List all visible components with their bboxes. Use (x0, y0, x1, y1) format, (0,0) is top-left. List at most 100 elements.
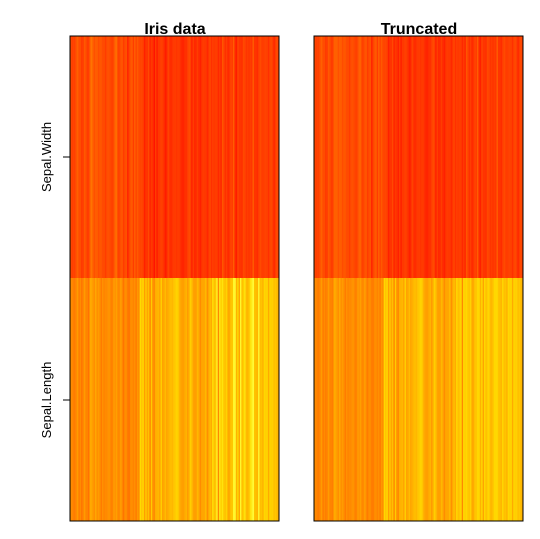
heatmap-cell (185, 36, 188, 278)
heatmap-cell (404, 278, 407, 521)
heatmap-cell (149, 36, 152, 278)
heatmap-cell (187, 278, 189, 521)
heatmap-cell (255, 278, 258, 521)
heatmap-cell (422, 36, 425, 278)
heatmap-cell (160, 36, 163, 278)
heatmap-cell (401, 278, 404, 521)
heatmap-cell (496, 278, 499, 521)
heatmap-cell (443, 36, 446, 278)
heatmap-cell (230, 36, 232, 278)
heatmap-cell (114, 36, 117, 278)
heatmap-cell (200, 36, 203, 278)
heatmap-cell (450, 36, 453, 278)
heatmap-cell (115, 278, 118, 521)
heatmap-cell (206, 36, 209, 278)
heatmap-cell (106, 278, 108, 521)
heatmap-cell (185, 278, 188, 521)
heatmap-cell (81, 278, 83, 521)
heatmap-cell (477, 278, 479, 521)
heatmap-cell (320, 36, 323, 278)
heatmap-cell (450, 278, 453, 521)
heatmap-cell (85, 278, 88, 521)
heatmap-cell (429, 36, 432, 278)
heatmap-cell (237, 36, 239, 278)
heatmap-cell (514, 36, 517, 278)
heatmap-cell (438, 36, 440, 278)
heatmap-cell (262, 278, 265, 521)
heatmap-cell (514, 278, 517, 521)
heatmap-cell (167, 278, 170, 521)
heatmap-cell (319, 36, 322, 278)
heatmap-cell (464, 36, 467, 278)
heatmap-cell (334, 278, 337, 521)
heatmap-cell (343, 278, 346, 521)
heatmap-cell (113, 36, 115, 278)
heatmap-cell (472, 278, 475, 521)
heatmap-cell (157, 278, 160, 521)
heatmap-cell (107, 36, 110, 278)
heatmap-cell (453, 278, 456, 521)
heatmap-cell (220, 36, 223, 278)
heatmap-cell (150, 278, 153, 521)
heatmap-cell (161, 36, 164, 278)
heatmap-cell (447, 36, 450, 278)
heatmap-cell (403, 278, 405, 521)
heatmap-cell (336, 278, 339, 521)
heatmap-cell (74, 36, 76, 278)
heatmap-cell (387, 36, 390, 278)
heatmap-cell (213, 36, 216, 278)
heatmap-cell (117, 278, 120, 521)
heatmap-cell (428, 36, 430, 278)
heatmap-cell (446, 278, 449, 521)
heatmap-cell (251, 278, 253, 521)
heatmap-cell (248, 278, 251, 521)
heatmap-cell (251, 36, 253, 278)
heatmap-cell (182, 278, 185, 521)
heatmap-cell (178, 36, 181, 278)
heatmap-cell (150, 36, 153, 278)
heatmap-cell (509, 36, 511, 278)
heatmap-cell (361, 36, 364, 278)
heatmap-cell (458, 278, 461, 521)
heatmap-cell (325, 278, 327, 521)
heatmap-cell (368, 278, 371, 521)
heatmap-cell (418, 36, 421, 278)
heatmap-cell (357, 36, 359, 278)
heatmap-cell (135, 36, 138, 278)
heatmap-cell (192, 36, 195, 278)
heatmap-cell (405, 36, 408, 278)
heatmap-cell (489, 278, 492, 521)
heatmap-cell (71, 278, 74, 521)
heatmap-cell (375, 36, 378, 278)
heatmap-cell (237, 278, 239, 521)
heatmap-cell (371, 36, 373, 278)
heatmap-cell (362, 278, 365, 521)
heatmap-cell (421, 278, 424, 521)
heatmap-cell (412, 278, 415, 521)
heatmap-cell (394, 278, 397, 521)
heatmap-cell (115, 36, 118, 278)
heatmap-cell (139, 36, 142, 278)
heatmap-cell (393, 278, 396, 521)
heatmap-cell (326, 278, 329, 521)
heatmap-cell (129, 278, 132, 521)
heatmap-cell (274, 278, 277, 521)
heatmap-cell (470, 278, 472, 521)
heatmap-cell (89, 278, 92, 521)
heatmap-cell (178, 278, 181, 521)
heatmap-cell (277, 278, 280, 521)
heatmap-cell (444, 36, 447, 278)
heatmap-cell (463, 278, 465, 521)
heatmap-cell (203, 278, 206, 521)
heatmap-cell (173, 36, 175, 278)
heatmap-cell (152, 278, 154, 521)
heatmap-cell (96, 278, 99, 521)
heatmap-cell (72, 36, 75, 278)
heatmap-cell (404, 36, 407, 278)
heatmap-cell (407, 278, 410, 521)
heatmap-cell (376, 36, 379, 278)
heatmap-cell (451, 36, 454, 278)
heatmap-cell (513, 278, 515, 521)
heatmap-cell (521, 36, 524, 278)
heatmap-cell (371, 278, 373, 521)
